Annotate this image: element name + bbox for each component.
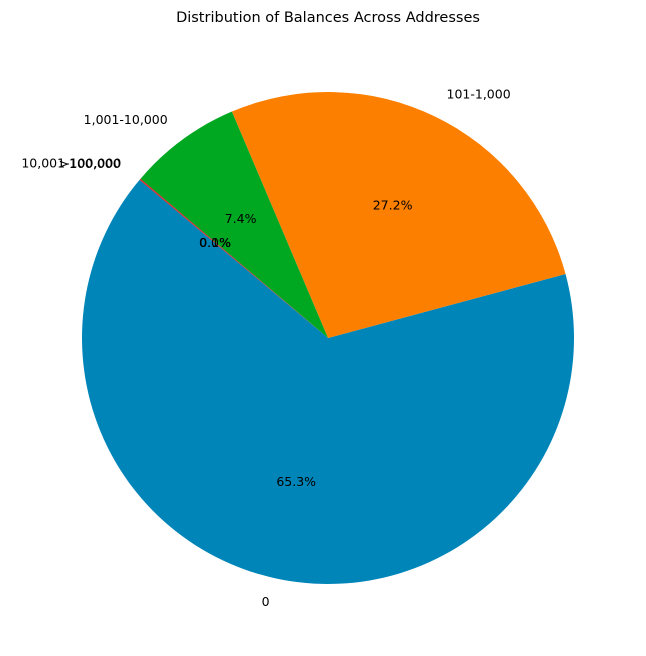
percentage-label-10-001-100-000: 0.1%: [199, 235, 231, 250]
category-label-0: 0: [262, 594, 270, 609]
pie-slice-101-1-000: [231, 92, 566, 338]
category-label-1-001-10-000: 1,001-10,000: [84, 112, 168, 127]
category-label-100-000: >100,000: [59, 156, 121, 171]
pie-slices: [81, 92, 574, 584]
pie-slice-0: [81, 179, 574, 584]
category-label-10-001-100-000: 10,001-100,000: [21, 155, 121, 170]
percentage-label-1-001-10-000: 7.4%: [225, 211, 257, 226]
pie-slice-1-001-10-000: [140, 111, 328, 338]
percentage-label-101-1-000: 27.2%: [373, 197, 413, 212]
pie-percentage-labels: 65.3% 27.2% 7.4% 0.1%0.0%: [199, 197, 413, 489]
percentage-label-100-000: 0.0%: [199, 235, 231, 250]
chart-title: Distribution of Balances Across Addresse…: [176, 10, 480, 26]
pie-category-labels: 0 101-1,000 1,001-10,000 10,001-100,000>100…: [21, 87, 510, 610]
percentage-label-0: 65.3%: [276, 474, 316, 489]
pie-slice-10-001-100-000: [139, 178, 328, 338]
category-label-101-1-000: 101-1,000: [447, 87, 511, 102]
